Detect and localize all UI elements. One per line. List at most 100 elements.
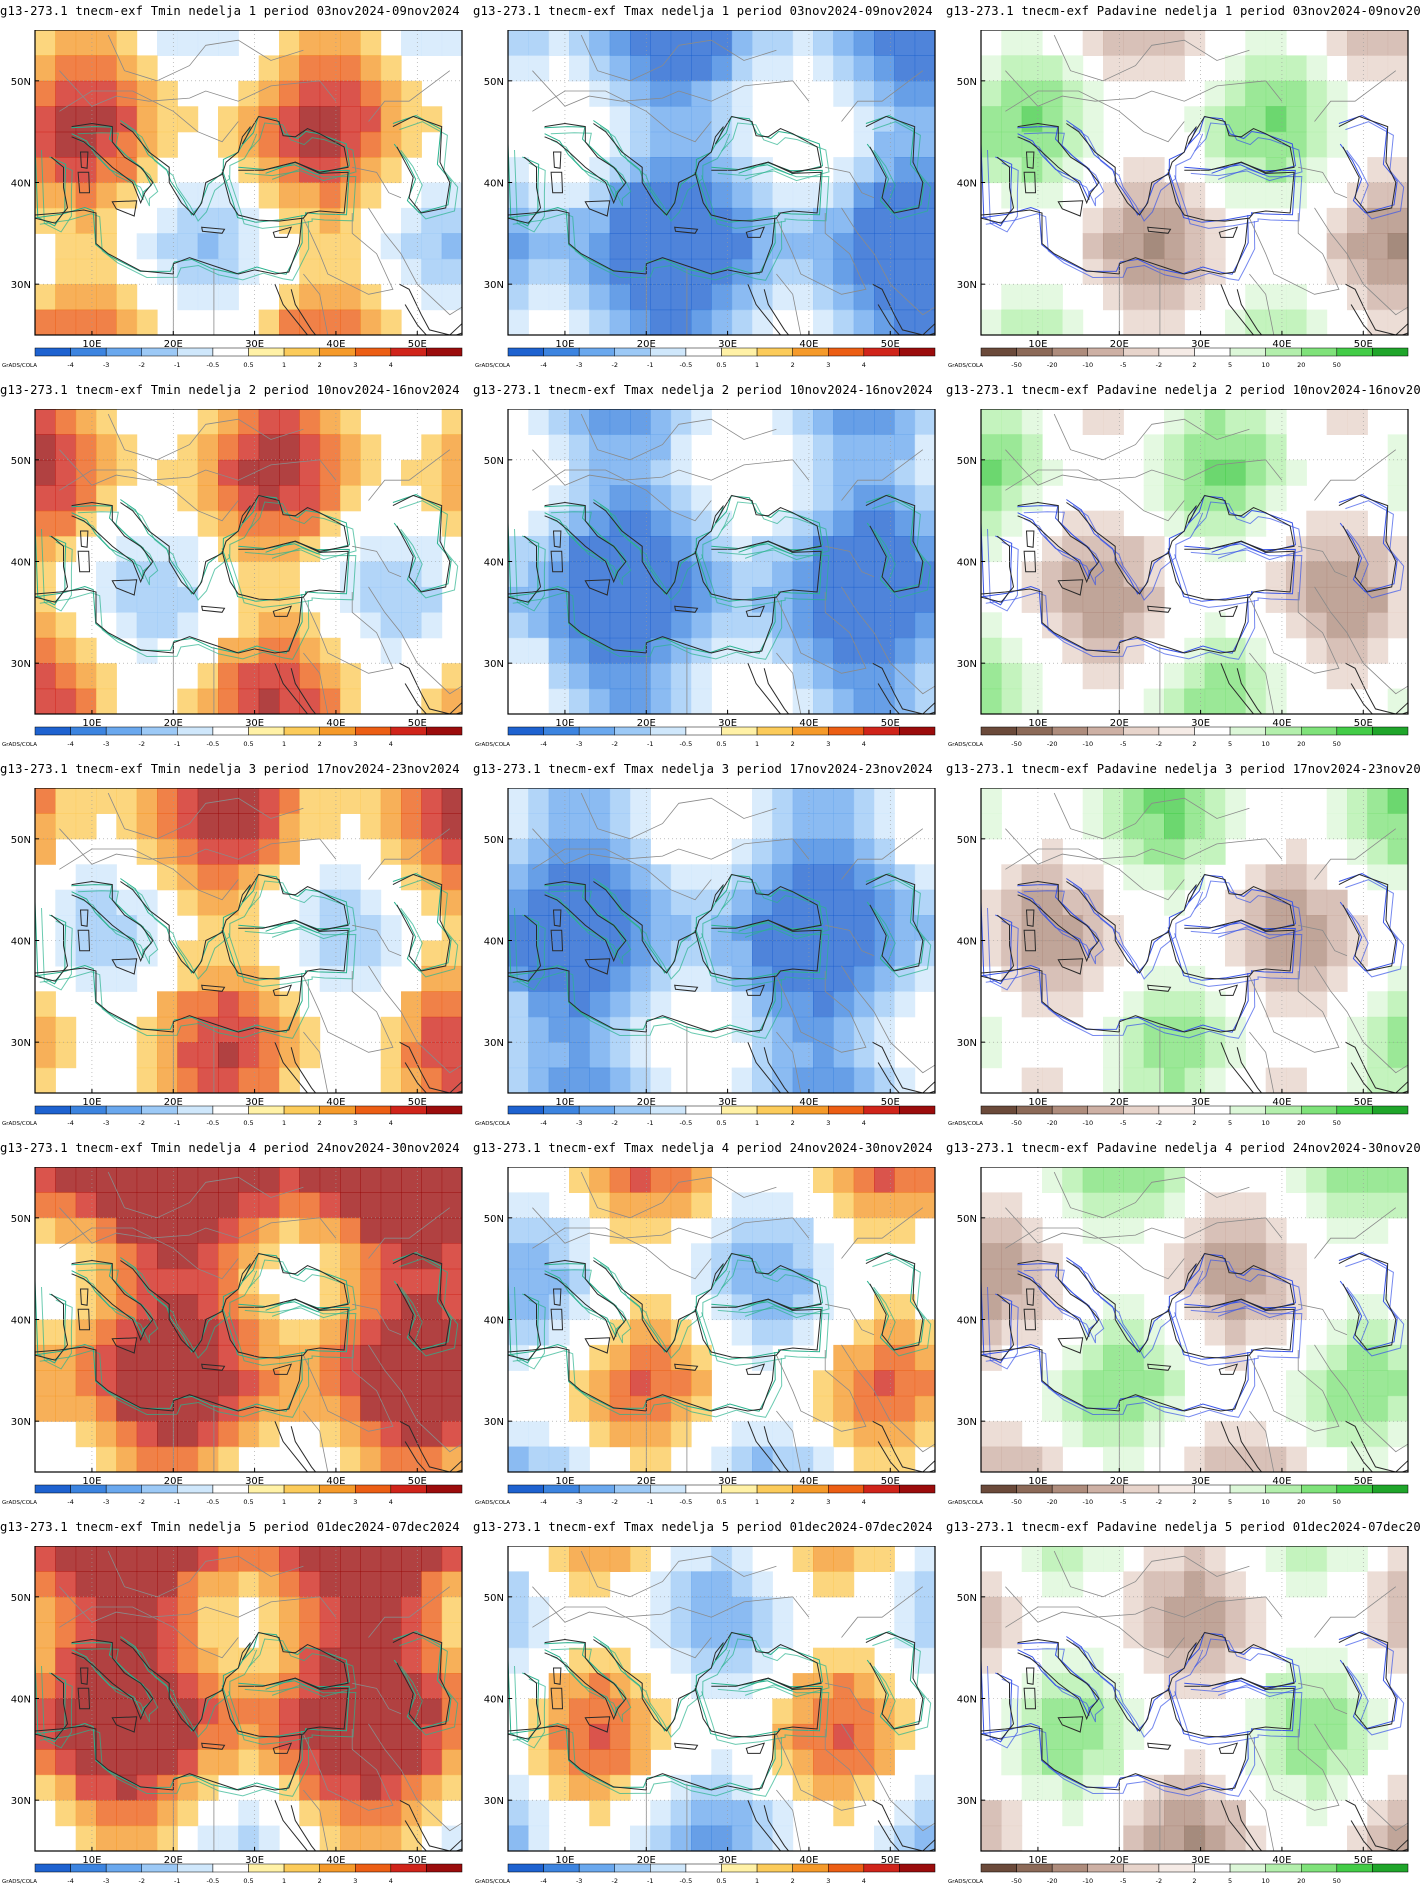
field-cell — [1062, 1192, 1084, 1219]
legend-swatch — [792, 1863, 829, 1873]
field-cell — [1265, 485, 1287, 512]
field-cell — [360, 55, 382, 82]
field-cell — [792, 284, 814, 311]
contour-line — [550, 1269, 632, 1344]
field-cell — [157, 1192, 178, 1219]
lon-tick-label: 30E — [245, 718, 264, 727]
legend-label: 2 — [318, 361, 322, 369]
contour-line — [985, 1729, 1256, 1797]
field-cell — [1326, 106, 1348, 133]
legend-swatch — [507, 1105, 544, 1115]
field-cell — [75, 788, 97, 814]
field-cell — [792, 813, 814, 840]
field-cell — [1001, 1622, 1023, 1649]
field-cell — [1387, 561, 1408, 588]
field-cell — [1143, 1192, 1165, 1219]
field-cell — [340, 182, 361, 209]
field-cell — [136, 536, 158, 563]
lon-tick-label: 40E — [326, 339, 345, 348]
field-cell — [75, 889, 97, 916]
field-cell — [670, 309, 692, 335]
field-cell — [35, 309, 56, 335]
legend-swatch — [34, 726, 71, 736]
field-cell — [981, 1571, 1002, 1598]
legend-label: 0.5 — [243, 1119, 253, 1127]
field-cell — [299, 1698, 321, 1725]
field-cell — [528, 813, 550, 840]
field-cell — [1387, 1192, 1408, 1219]
field-cell — [1062, 637, 1084, 664]
field-cell — [136, 1446, 158, 1472]
field-cell — [508, 889, 529, 916]
legend-label: -5 — [1120, 1498, 1126, 1506]
field-cell — [1164, 233, 1185, 260]
field-cell — [1123, 864, 1145, 891]
legend-swatch — [319, 726, 356, 736]
field-cell — [1103, 1723, 1124, 1750]
coastline — [981, 967, 1249, 1033]
field-cell — [1387, 207, 1408, 234]
field-cell — [1245, 1192, 1267, 1219]
field-cell — [96, 889, 117, 916]
field-cell — [1021, 864, 1043, 891]
field-cell — [116, 1395, 138, 1422]
field-cell — [116, 1622, 138, 1649]
field-cell — [589, 1167, 611, 1193]
field-cell — [792, 510, 814, 537]
legend-label: 0.5 — [243, 1498, 253, 1506]
legend-swatch — [70, 726, 107, 736]
legend-label: -3 — [576, 1119, 582, 1127]
field-cell — [157, 1217, 178, 1244]
field-cell — [589, 1192, 611, 1219]
field-cell — [1265, 1698, 1287, 1725]
field-cell — [319, 1800, 341, 1827]
field-cell — [1387, 864, 1408, 891]
field-cell — [630, 106, 651, 133]
field-cell — [1103, 284, 1124, 311]
field-cell — [1103, 30, 1124, 56]
field-cell — [360, 1395, 382, 1422]
field-cell — [1021, 1546, 1043, 1572]
field-cell — [258, 1294, 280, 1321]
field-cell — [238, 1167, 260, 1193]
coastline — [593, 502, 724, 595]
legend-label: 1 — [282, 1119, 286, 1127]
field-cell — [340, 284, 361, 311]
field-cell — [360, 1268, 382, 1295]
field-cell — [981, 788, 1002, 814]
coastline — [274, 284, 317, 335]
field-cell — [421, 1546, 443, 1572]
field-cell — [380, 1344, 402, 1371]
field-cell — [1204, 510, 1226, 537]
field-cell — [1001, 30, 1023, 56]
legend-swatch — [507, 726, 544, 736]
field-cell — [1021, 80, 1043, 107]
field-cell — [1184, 1825, 1206, 1851]
coastline — [1345, 1041, 1408, 1093]
field-cell — [670, 940, 692, 967]
coastline — [508, 1725, 776, 1791]
field-cell — [711, 131, 733, 158]
field-cell — [691, 309, 712, 335]
field-cell — [528, 1421, 550, 1448]
field-cell — [813, 940, 834, 967]
legend-label: -3 — [103, 1498, 109, 1506]
field-cell — [731, 1319, 753, 1346]
field-cell — [1164, 55, 1185, 82]
field-cell — [380, 813, 402, 840]
contour-line — [228, 926, 357, 987]
field-cell — [441, 1167, 462, 1193]
coastline — [872, 1041, 935, 1093]
field-cell — [1245, 965, 1267, 992]
field-cell — [752, 30, 773, 56]
field-cell — [792, 1243, 814, 1270]
field-cell — [1184, 1800, 1206, 1827]
field-cell — [630, 536, 651, 563]
field-cell — [1062, 55, 1084, 82]
field-cell — [96, 1167, 117, 1193]
field-cell — [1387, 182, 1408, 209]
field-cell — [1225, 1192, 1246, 1219]
legend-swatch — [248, 347, 285, 357]
field-cell — [813, 991, 834, 1018]
field-cell — [157, 1344, 178, 1371]
